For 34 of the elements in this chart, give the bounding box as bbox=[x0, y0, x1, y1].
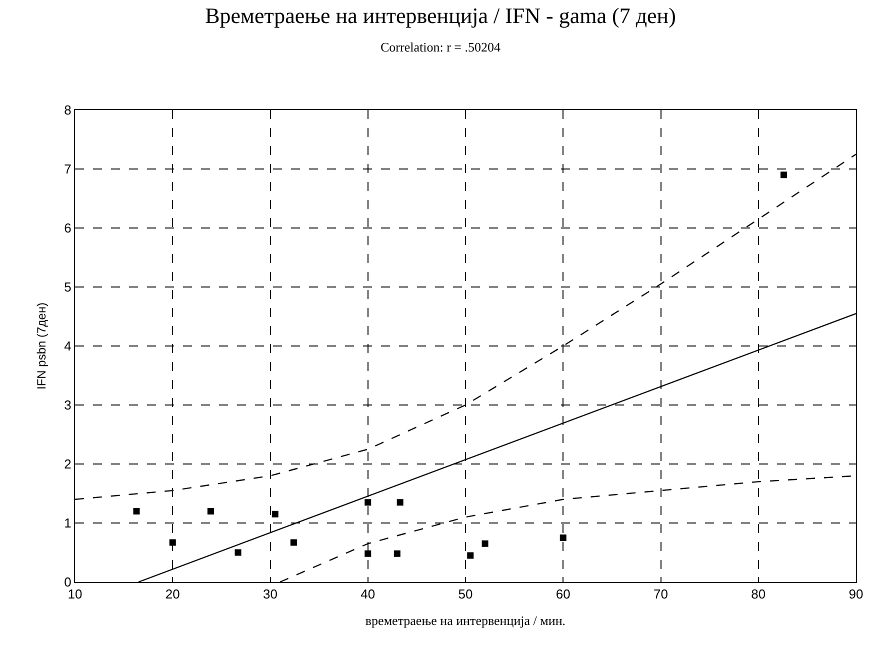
point bbox=[272, 510, 278, 518]
x-tick-label: 40 bbox=[360, 586, 376, 602]
point bbox=[780, 172, 788, 178]
x-tick-label: 50 bbox=[458, 586, 473, 602]
x-tick-label: 20 bbox=[165, 586, 180, 602]
x-tick-label: 80 bbox=[751, 586, 766, 602]
point bbox=[364, 499, 372, 506]
chart-title: Времетраење на интервенција / IFN - gama (7 ден) bbox=[205, 2, 676, 28]
x-tick-label: 30 bbox=[263, 586, 278, 602]
y-tick-label: 8 bbox=[64, 102, 72, 118]
y-tick-label: 5 bbox=[64, 280, 72, 295]
point bbox=[364, 550, 372, 557]
point bbox=[394, 550, 400, 557]
point bbox=[290, 539, 297, 546]
point bbox=[482, 540, 488, 547]
y-tick-label: 7 bbox=[64, 162, 72, 177]
point bbox=[207, 508, 214, 514]
point bbox=[169, 539, 176, 546]
y-tick-label: 2 bbox=[64, 456, 72, 472]
y-tick-label: 3 bbox=[64, 398, 72, 413]
point bbox=[467, 552, 474, 559]
x-tick-label: 60 bbox=[556, 586, 570, 602]
x-axis-title: времетраење на интервенција / мин. bbox=[365, 613, 566, 628]
x-tick-label: 90 bbox=[848, 586, 864, 602]
point bbox=[396, 499, 404, 506]
chart-subtitle: Correlation: r = .50204 bbox=[380, 40, 501, 55]
y-axis-title: IFN psbn (7ден) bbox=[34, 302, 48, 390]
y-tick-label: 6 bbox=[64, 220, 72, 236]
point bbox=[133, 508, 140, 514]
y-tick-label: 4 bbox=[64, 338, 72, 354]
point bbox=[560, 534, 566, 541]
x-tick-label: 70 bbox=[654, 586, 668, 602]
y-tick-label: 1 bbox=[64, 516, 72, 531]
point bbox=[234, 549, 242, 556]
